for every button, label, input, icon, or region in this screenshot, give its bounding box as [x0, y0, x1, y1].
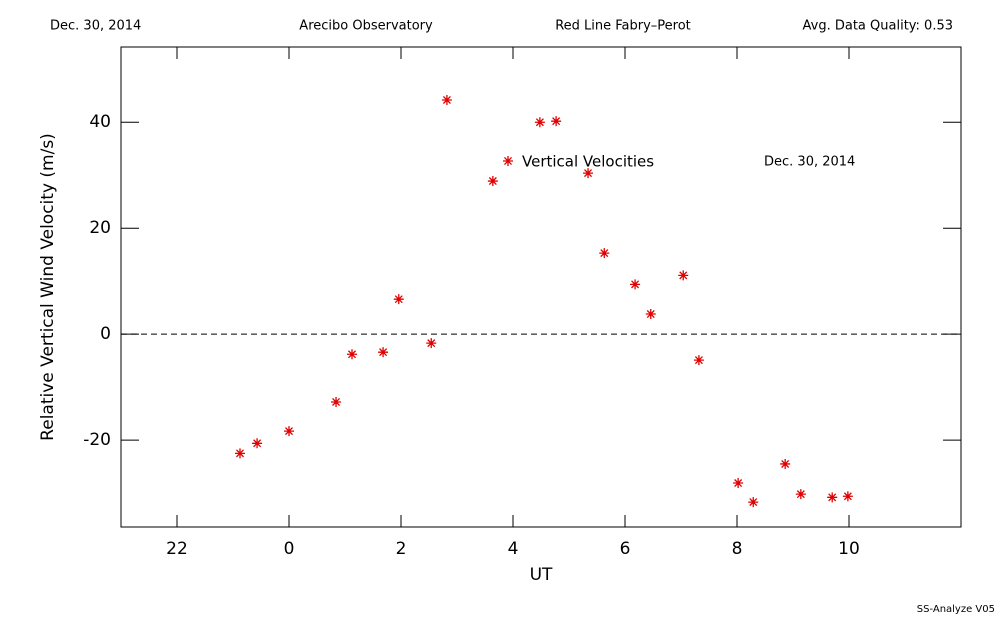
data-point	[393, 294, 404, 305]
data-point	[551, 116, 562, 127]
data-point	[795, 489, 806, 500]
x-tick-label: 6	[620, 539, 631, 559]
y-tick-label: 0	[100, 324, 111, 344]
data-point	[645, 309, 656, 320]
data-point	[235, 448, 245, 459]
data-point	[630, 279, 641, 290]
data-point	[678, 270, 689, 281]
x-tick-label: 22	[166, 539, 188, 559]
data-point	[347, 349, 357, 360]
x-tick-label: 10	[838, 539, 860, 559]
data-point	[378, 347, 389, 358]
data-point	[441, 94, 452, 105]
data-point	[748, 497, 759, 508]
data-point	[583, 168, 594, 179]
x-tick-label: 2	[396, 539, 407, 559]
footer: SS-Analyze V05	[917, 604, 995, 615]
data-point	[252, 438, 263, 449]
y-tick-label: 20	[89, 218, 111, 238]
data-point	[693, 355, 704, 366]
plot-frame	[120, 46, 962, 528]
header-site: Arecibo Observatory	[299, 19, 433, 34]
y-tick-label: 40	[89, 112, 111, 132]
legend-label: Vertical Velocities	[522, 153, 654, 171]
data-point	[827, 492, 838, 503]
x-tick-label: 8	[732, 539, 743, 559]
data-point	[780, 458, 791, 469]
data-point	[599, 248, 610, 259]
header-instrument: Red Line Fabry–Perot	[555, 19, 691, 34]
data-point	[426, 338, 437, 349]
x-tick-label: 4	[508, 539, 519, 559]
data-point	[284, 426, 294, 437]
header-quality: Avg. Data Quality: 0.53	[803, 19, 953, 34]
x-axis-label: UT	[530, 565, 553, 585]
data-point	[842, 491, 853, 502]
y-tick-label: -20	[83, 430, 111, 450]
y-axis-label: Relative Vertical Wind Velocity (m/s)	[38, 133, 58, 441]
header-date: Dec. 30, 2014	[50, 19, 141, 34]
data-point	[487, 176, 498, 187]
data-point	[534, 117, 545, 128]
legend-marker	[503, 156, 513, 166]
data-point	[331, 396, 342, 407]
annotation: Dec. 30, 2014	[764, 155, 855, 170]
x-tick-label: 0	[284, 539, 295, 559]
data-point	[733, 478, 744, 489]
